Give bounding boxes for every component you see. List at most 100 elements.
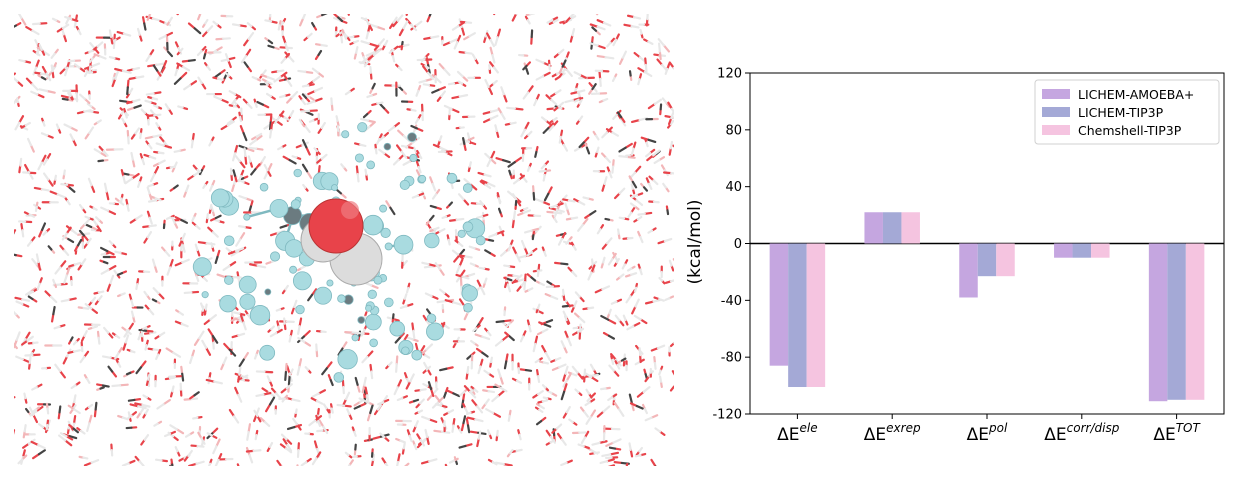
water-molecule xyxy=(263,80,272,89)
water-molecule xyxy=(114,346,123,360)
cluster-atom xyxy=(210,188,230,208)
water-molecule xyxy=(463,272,476,278)
water-molecule xyxy=(78,203,87,214)
water-molecule xyxy=(488,64,492,74)
water-molecule xyxy=(75,84,79,103)
water-molecule xyxy=(644,148,656,158)
water-molecule xyxy=(480,179,496,188)
water-molecule xyxy=(111,332,121,339)
water-molecule xyxy=(191,212,197,222)
water-molecule xyxy=(59,244,70,257)
water-molecule xyxy=(637,67,653,78)
water-molecule xyxy=(18,220,33,224)
water-molecule xyxy=(95,216,104,224)
water-molecule xyxy=(197,76,207,90)
water-molecule xyxy=(93,401,98,418)
water-molecule xyxy=(301,83,315,88)
water-molecule xyxy=(378,148,391,159)
water-molecule xyxy=(84,215,94,221)
water-molecule xyxy=(235,232,246,247)
water-molecule xyxy=(179,382,183,397)
water-molecule xyxy=(645,177,653,190)
water-molecule xyxy=(599,458,615,465)
water-molecule xyxy=(14,253,23,258)
water-molecule xyxy=(234,154,246,169)
water-molecule xyxy=(145,140,153,150)
water-molecule xyxy=(87,296,97,307)
water-molecule xyxy=(27,341,39,345)
water-molecule xyxy=(536,328,549,336)
water-molecule xyxy=(38,88,56,94)
water-molecule xyxy=(21,335,34,346)
water-molecule xyxy=(243,31,255,47)
water-molecule xyxy=(177,105,189,111)
legend-label: LICHEM-AMOEBA+ xyxy=(1078,87,1194,102)
water-molecule xyxy=(558,129,564,144)
water-molecule xyxy=(105,148,124,151)
water-molecule xyxy=(465,410,476,416)
water-molecule xyxy=(125,426,138,430)
water-molecule xyxy=(443,409,455,416)
water-molecule xyxy=(514,199,518,210)
water-molecule xyxy=(437,135,443,146)
water-molecule xyxy=(129,403,147,410)
water-molecule xyxy=(143,331,157,335)
water-molecule xyxy=(395,437,406,444)
water-molecule xyxy=(454,228,458,242)
water-molecule xyxy=(465,417,471,434)
water-molecule xyxy=(282,438,293,452)
water-molecule xyxy=(640,182,649,192)
water-molecule xyxy=(271,69,285,74)
water-molecule xyxy=(614,360,621,370)
water-molecule xyxy=(669,384,674,392)
water-molecule xyxy=(671,370,674,376)
water-molecule xyxy=(606,37,616,48)
cluster-atom xyxy=(373,275,383,285)
water-molecule xyxy=(83,237,92,249)
water-molecule xyxy=(525,14,535,17)
water-molecule xyxy=(253,349,259,360)
water-molecule xyxy=(441,214,451,219)
water-molecule xyxy=(153,150,165,155)
water-molecule xyxy=(97,158,109,163)
water-molecule xyxy=(568,418,578,426)
water-molecule xyxy=(138,328,154,333)
water-molecule xyxy=(628,165,642,180)
water-molecule xyxy=(135,278,140,291)
water-molecule xyxy=(208,136,215,147)
legend-swatch xyxy=(1042,89,1070,99)
water-molecule xyxy=(321,361,333,376)
cluster-atom xyxy=(426,313,437,324)
water-molecule xyxy=(463,385,477,399)
y-tick-label: 120 xyxy=(717,67,742,82)
water-molecule xyxy=(266,375,273,387)
water-molecule xyxy=(111,383,129,388)
water-molecule xyxy=(637,73,643,86)
water-molecule xyxy=(14,229,17,235)
water-molecule xyxy=(572,327,585,336)
water-molecule xyxy=(233,311,246,316)
water-molecule xyxy=(648,175,659,186)
water-molecule xyxy=(144,99,157,105)
water-molecule xyxy=(91,41,104,52)
water-molecule xyxy=(488,230,505,238)
water-molecule xyxy=(532,335,539,353)
water-molecule xyxy=(470,385,479,393)
water-molecule xyxy=(385,361,393,370)
water-molecule xyxy=(126,79,130,96)
water-molecule xyxy=(166,258,174,276)
water-molecule xyxy=(415,84,422,97)
water-molecule xyxy=(466,416,484,423)
water-molecule xyxy=(584,210,597,219)
water-molecule xyxy=(535,280,545,287)
water-molecule xyxy=(507,239,514,252)
water-molecule xyxy=(354,142,367,148)
water-molecule xyxy=(629,202,640,211)
water-molecule xyxy=(240,314,247,331)
water-molecule xyxy=(667,111,674,126)
water-molecule xyxy=(267,325,275,333)
water-molecule xyxy=(424,292,439,300)
water-molecule xyxy=(571,431,587,435)
water-molecule xyxy=(206,432,218,439)
water-molecule xyxy=(32,406,41,413)
